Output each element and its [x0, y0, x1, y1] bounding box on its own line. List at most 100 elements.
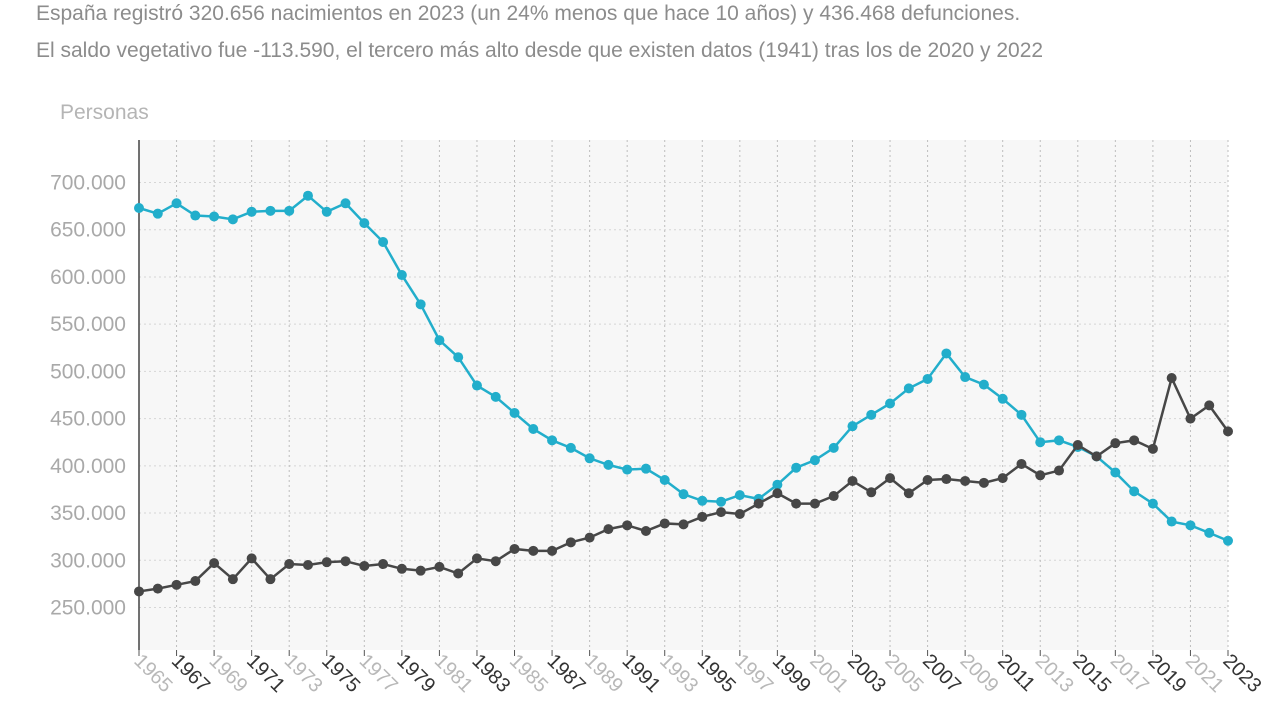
x-tick-label: 1987 — [543, 650, 590, 697]
data-point — [1129, 486, 1140, 497]
data-point — [1035, 437, 1046, 448]
data-point — [584, 453, 595, 464]
x-tick-label: 2013 — [1031, 650, 1078, 697]
y-tick-label: 650.000 — [50, 219, 126, 242]
data-point — [1223, 426, 1233, 437]
data-point — [134, 203, 144, 213]
data-point — [528, 424, 539, 434]
data-point — [1054, 435, 1065, 446]
data-point — [791, 462, 802, 473]
data-point — [640, 463, 651, 474]
data-point — [885, 398, 896, 409]
data-point — [1110, 467, 1121, 478]
data-point — [434, 561, 445, 572]
y-tick-label: 700.000 — [50, 172, 126, 195]
data-point — [772, 479, 783, 490]
chart-title: España registró 320.656 nacimientos en 2… — [36, 2, 1020, 25]
x-tick-label: 2001 — [805, 650, 852, 697]
x-tick-label: 1977 — [355, 650, 402, 697]
x-tick-label: 1999 — [768, 650, 815, 697]
y-tick-label: 300.000 — [50, 549, 126, 572]
data-point — [603, 524, 614, 535]
x-tick-label: 2019 — [1143, 650, 1190, 697]
data-point — [490, 391, 501, 402]
data-point — [134, 586, 144, 597]
data-point — [791, 498, 802, 509]
data-point — [359, 218, 370, 229]
data-point — [1223, 535, 1233, 546]
x-tick-label: 1991 — [618, 650, 665, 697]
x-tick-label: 1973 — [280, 650, 327, 697]
data-point — [509, 407, 520, 418]
x-tick-label: 2005 — [880, 650, 927, 697]
data-point — [1035, 470, 1046, 481]
data-point — [415, 565, 426, 576]
data-point — [903, 488, 914, 499]
data-point — [565, 537, 576, 548]
x-tick-label: 2011 — [993, 650, 1039, 696]
data-point — [772, 488, 783, 499]
x-tick-label: 2015 — [1068, 650, 1115, 697]
x-tick-label: 1967 — [167, 650, 214, 697]
data-point — [1016, 458, 1027, 469]
data-point — [284, 205, 295, 216]
data-point — [678, 489, 689, 500]
data-point — [547, 435, 558, 446]
data-point — [847, 475, 858, 486]
y-axis-label: Personas — [60, 101, 149, 124]
data-point — [734, 490, 745, 501]
data-point — [246, 206, 257, 217]
x-tick-label: 2003 — [843, 650, 890, 697]
data-point — [1204, 527, 1215, 538]
data-point — [453, 352, 464, 363]
data-point — [1147, 443, 1158, 454]
data-point — [922, 373, 933, 384]
data-point — [753, 498, 764, 509]
data-point — [697, 495, 708, 506]
y-tick-label: 500.000 — [50, 360, 126, 383]
data-point — [152, 208, 163, 219]
y-tick-label: 450.000 — [50, 408, 126, 431]
data-point — [697, 511, 708, 522]
data-point — [885, 473, 896, 484]
data-point — [171, 579, 182, 590]
data-point — [1166, 373, 1177, 383]
data-point — [284, 559, 295, 570]
data-point — [847, 421, 858, 432]
x-tick-label: 1985 — [505, 650, 552, 697]
data-point — [1204, 400, 1215, 411]
data-point — [340, 556, 351, 567]
data-point — [302, 190, 313, 201]
data-point — [922, 475, 933, 485]
x-tick-label: 1965 — [129, 650, 176, 697]
data-point — [678, 519, 689, 530]
data-point — [866, 487, 877, 498]
plot-background — [139, 140, 1228, 650]
data-point — [190, 576, 201, 587]
data-point — [903, 383, 914, 394]
data-point — [828, 491, 839, 502]
x-tick-label: 2021 — [1181, 650, 1228, 697]
data-point — [809, 498, 820, 509]
x-tick-label: 2009 — [956, 650, 1003, 697]
data-point — [1054, 465, 1065, 476]
data-point — [866, 409, 877, 420]
data-point — [716, 496, 727, 507]
data-point — [340, 198, 351, 209]
y-tick-label: 550.000 — [50, 313, 126, 336]
x-tick-label: 1993 — [655, 650, 702, 697]
data-point — [997, 473, 1008, 484]
data-point — [1091, 451, 1102, 462]
data-point — [434, 335, 445, 346]
data-point — [1129, 435, 1140, 446]
y-tick-label: 400.000 — [50, 455, 126, 478]
data-point — [828, 442, 839, 453]
data-point — [471, 380, 482, 391]
data-point — [209, 211, 220, 222]
data-point — [302, 560, 313, 570]
data-point — [209, 558, 220, 569]
data-point — [378, 237, 389, 247]
data-point — [1185, 413, 1196, 424]
data-point — [1147, 498, 1158, 509]
